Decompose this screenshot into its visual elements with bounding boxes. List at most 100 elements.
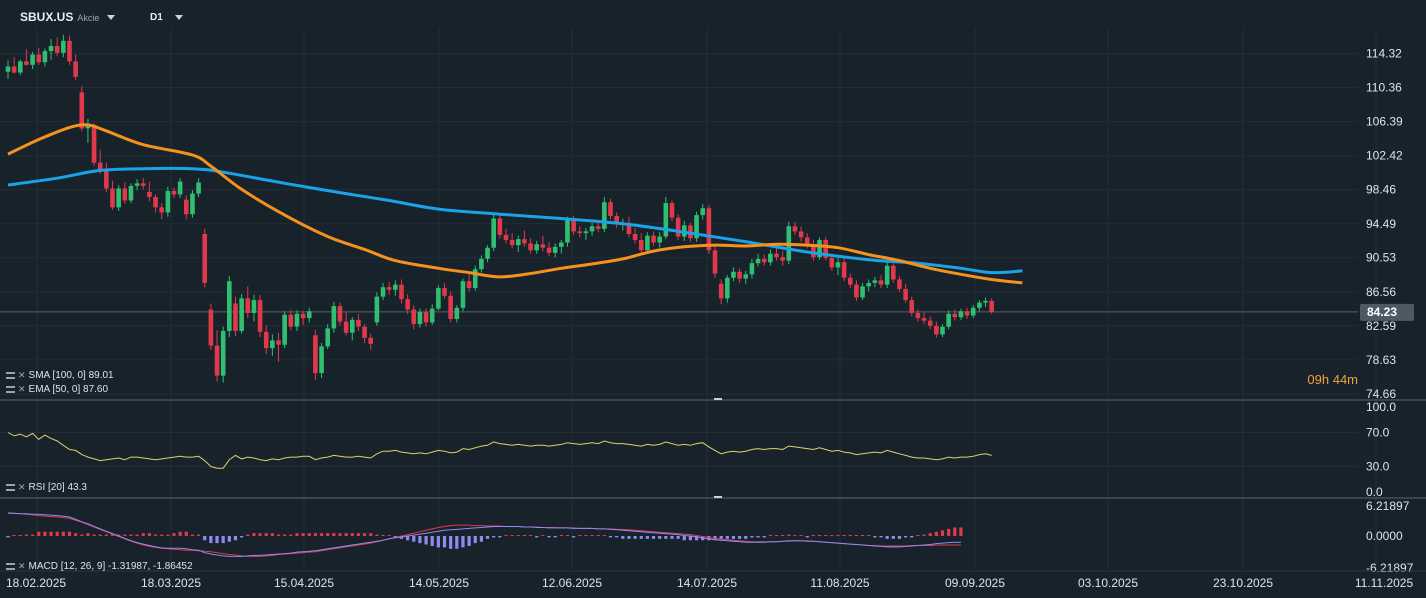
settings-icon[interactable] (6, 562, 15, 570)
date-tick-label: 09.09.2025 (945, 576, 1005, 590)
timeframe-selector[interactable]: D1 (150, 12, 183, 23)
macd-histogram-bar (860, 535, 865, 536)
macd-histogram-bar (319, 533, 324, 536)
symbol-label: SBUX.US (20, 10, 74, 24)
macd-histogram-bar (750, 536, 754, 538)
macd-histogram-bar (916, 535, 920, 536)
macd-histogram-bar (313, 533, 317, 536)
candle-body (11, 66, 17, 73)
candle-body (522, 239, 527, 244)
candle-body (638, 239, 644, 251)
settings-icon[interactable] (6, 371, 15, 379)
macd-histogram-bar (196, 534, 201, 536)
macd-histogram-bar (848, 535, 852, 536)
macd-histogram-bar (830, 535, 834, 536)
candle-body (134, 183, 140, 186)
macd-histogram-bar (670, 536, 674, 539)
candle-body (897, 279, 902, 289)
macd-histogram-bar (547, 536, 551, 538)
candle-body (233, 303, 238, 331)
macd-histogram-bar (246, 534, 250, 536)
macd-histogram-bar (504, 535, 508, 536)
candle-body (669, 203, 675, 218)
close-icon[interactable]: ✕ (18, 370, 26, 380)
macd-histogram-bar (719, 536, 723, 539)
macd-histogram-bar (418, 536, 422, 544)
settings-icon[interactable] (6, 483, 15, 491)
macd-histogram-bar (209, 536, 213, 544)
macd-histogram-bar (824, 535, 828, 536)
macd-histogram-bar (123, 534, 127, 536)
candle-body (964, 311, 970, 316)
candle-body (128, 185, 134, 201)
rsi-tick-label: 100.0 (1366, 400, 1396, 414)
macd-histogram-bar (141, 533, 145, 536)
candle-body (17, 61, 23, 73)
macd-histogram-bar (12, 535, 16, 536)
macd-histogram-bar (799, 535, 803, 536)
settings-icon[interactable] (6, 385, 15, 393)
candle-body (386, 287, 392, 290)
close-icon[interactable]: ✕ (18, 482, 26, 492)
candle-body (651, 235, 656, 243)
candle-body (110, 188, 115, 208)
macd-histogram-bar (166, 534, 170, 536)
chevron-down-icon (107, 15, 116, 21)
candle-body (534, 244, 540, 251)
candle-body (337, 306, 343, 322)
macd-histogram-bar (473, 536, 477, 544)
candle-body (552, 246, 558, 253)
candle-body (159, 207, 164, 213)
symbol-selector[interactable]: SBUX.US Akcie (20, 10, 116, 24)
close-icon[interactable]: ✕ (18, 561, 26, 571)
candle-body (934, 325, 939, 335)
candle-body (294, 313, 300, 327)
timeframe-label: D1 (150, 12, 163, 23)
macd-histogram-bar (160, 534, 164, 536)
date-tick-label: 14.07.2025 (677, 576, 737, 590)
macd-histogram-bar (430, 536, 434, 546)
candle-body (546, 247, 552, 253)
macd-histogram-bar (270, 533, 274, 536)
candle-body (583, 231, 589, 234)
macd-histogram-bar (811, 535, 815, 536)
candle-body (515, 239, 521, 246)
date-tick-label: 11.08.2025 (810, 576, 869, 590)
macd-histogram-bar (74, 533, 78, 536)
macd-histogram-bar (338, 533, 342, 536)
macd-histogram-bar (738, 536, 742, 539)
candle-body (466, 281, 472, 289)
macd-histogram-bar (110, 534, 115, 536)
macd-histogram-bar (67, 531, 72, 536)
candle-body (589, 226, 595, 232)
rsi-tick-label: 30.0 (1366, 460, 1390, 474)
macd-histogram-bar (793, 535, 797, 536)
candle-body (263, 331, 269, 349)
candle-body (48, 45, 54, 52)
candle-body (706, 208, 712, 251)
pane-resize-handle (714, 398, 722, 400)
legend-macd: ✕ MACD [12, 26, 9] -1.31987, -1.86452 (6, 561, 193, 572)
candle-body (645, 235, 650, 251)
rsi-tick-label: 0.0 (1366, 485, 1383, 499)
macd-histogram-bar (86, 533, 90, 536)
candle-body (700, 208, 706, 216)
macd-histogram-bar (393, 536, 397, 538)
close-icon[interactable]: ✕ (18, 384, 26, 394)
macd-histogram-bar (98, 534, 102, 536)
candle-body (417, 312, 423, 325)
macd-histogram-bar (621, 536, 625, 539)
macd-histogram-bar (873, 536, 877, 538)
macd-histogram-bar (467, 536, 471, 546)
date-tick-label: 23.10.2025 (1213, 576, 1273, 590)
candle-body (349, 319, 355, 333)
macd-histogram-bar (762, 536, 766, 538)
macd-histogram-bar (485, 536, 490, 539)
macd-histogram-bar (326, 533, 330, 536)
candle-body (774, 253, 779, 258)
candle-body (54, 45, 60, 53)
candle-body (491, 218, 496, 248)
candle-body (792, 226, 798, 232)
macd-histogram-bar (233, 536, 238, 541)
